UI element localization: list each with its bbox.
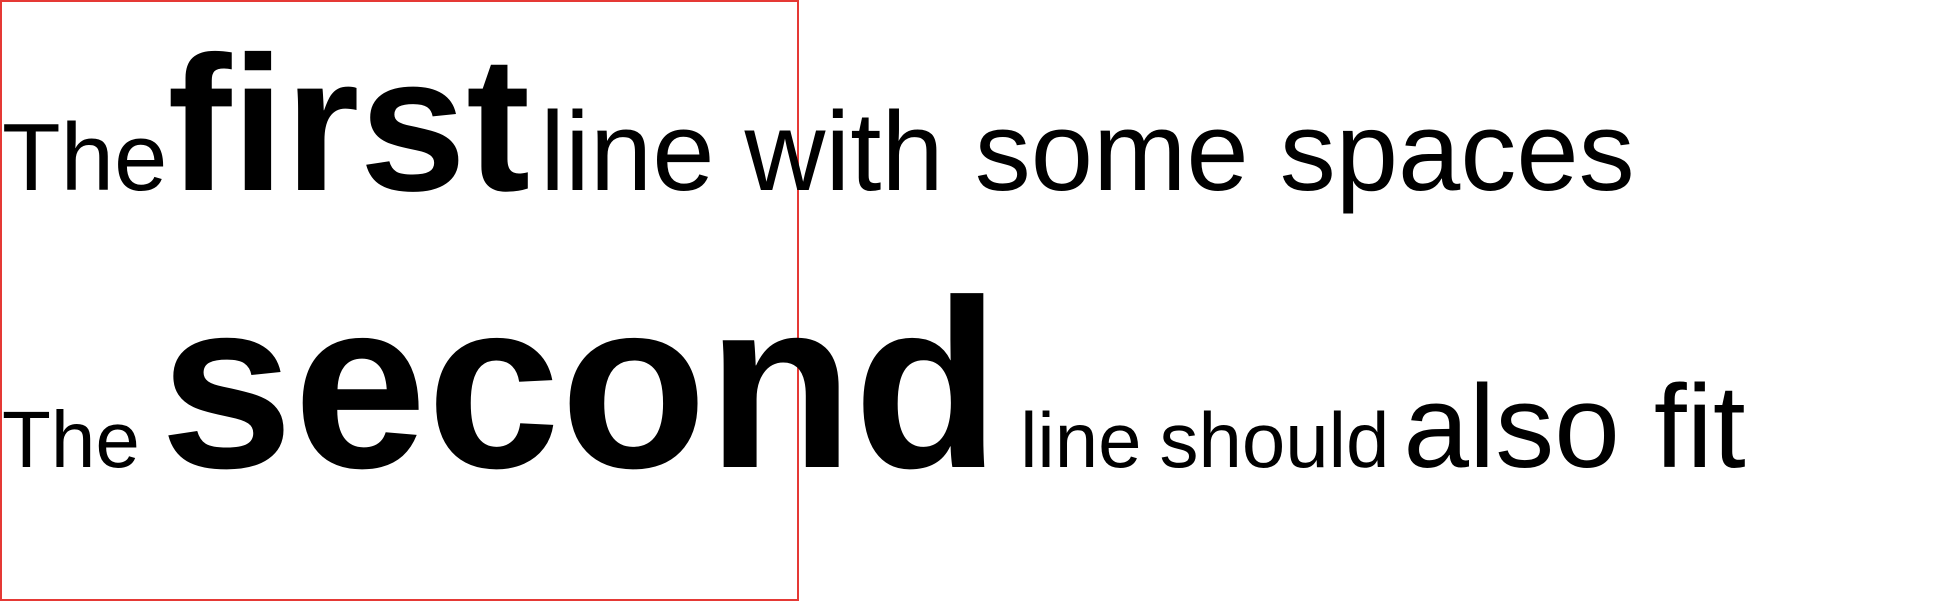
word-the: The bbox=[2, 395, 140, 484]
bounding-frame bbox=[0, 0, 799, 601]
word-first: first bbox=[167, 16, 531, 231]
second-line: Thesecond line should also fit bbox=[2, 264, 1746, 504]
word-should: should bbox=[1159, 396, 1390, 484]
first-line: Thefirstline with some spaces bbox=[2, 28, 1635, 220]
word-second: second bbox=[159, 250, 1001, 518]
phrase-with-some-spaces: with some spaces bbox=[744, 89, 1635, 214]
word-the: The bbox=[2, 104, 168, 211]
word-line: line bbox=[540, 89, 715, 214]
word-fit: fit bbox=[1653, 361, 1746, 493]
word-also: also bbox=[1403, 361, 1620, 493]
word-line: line bbox=[1020, 396, 1142, 484]
